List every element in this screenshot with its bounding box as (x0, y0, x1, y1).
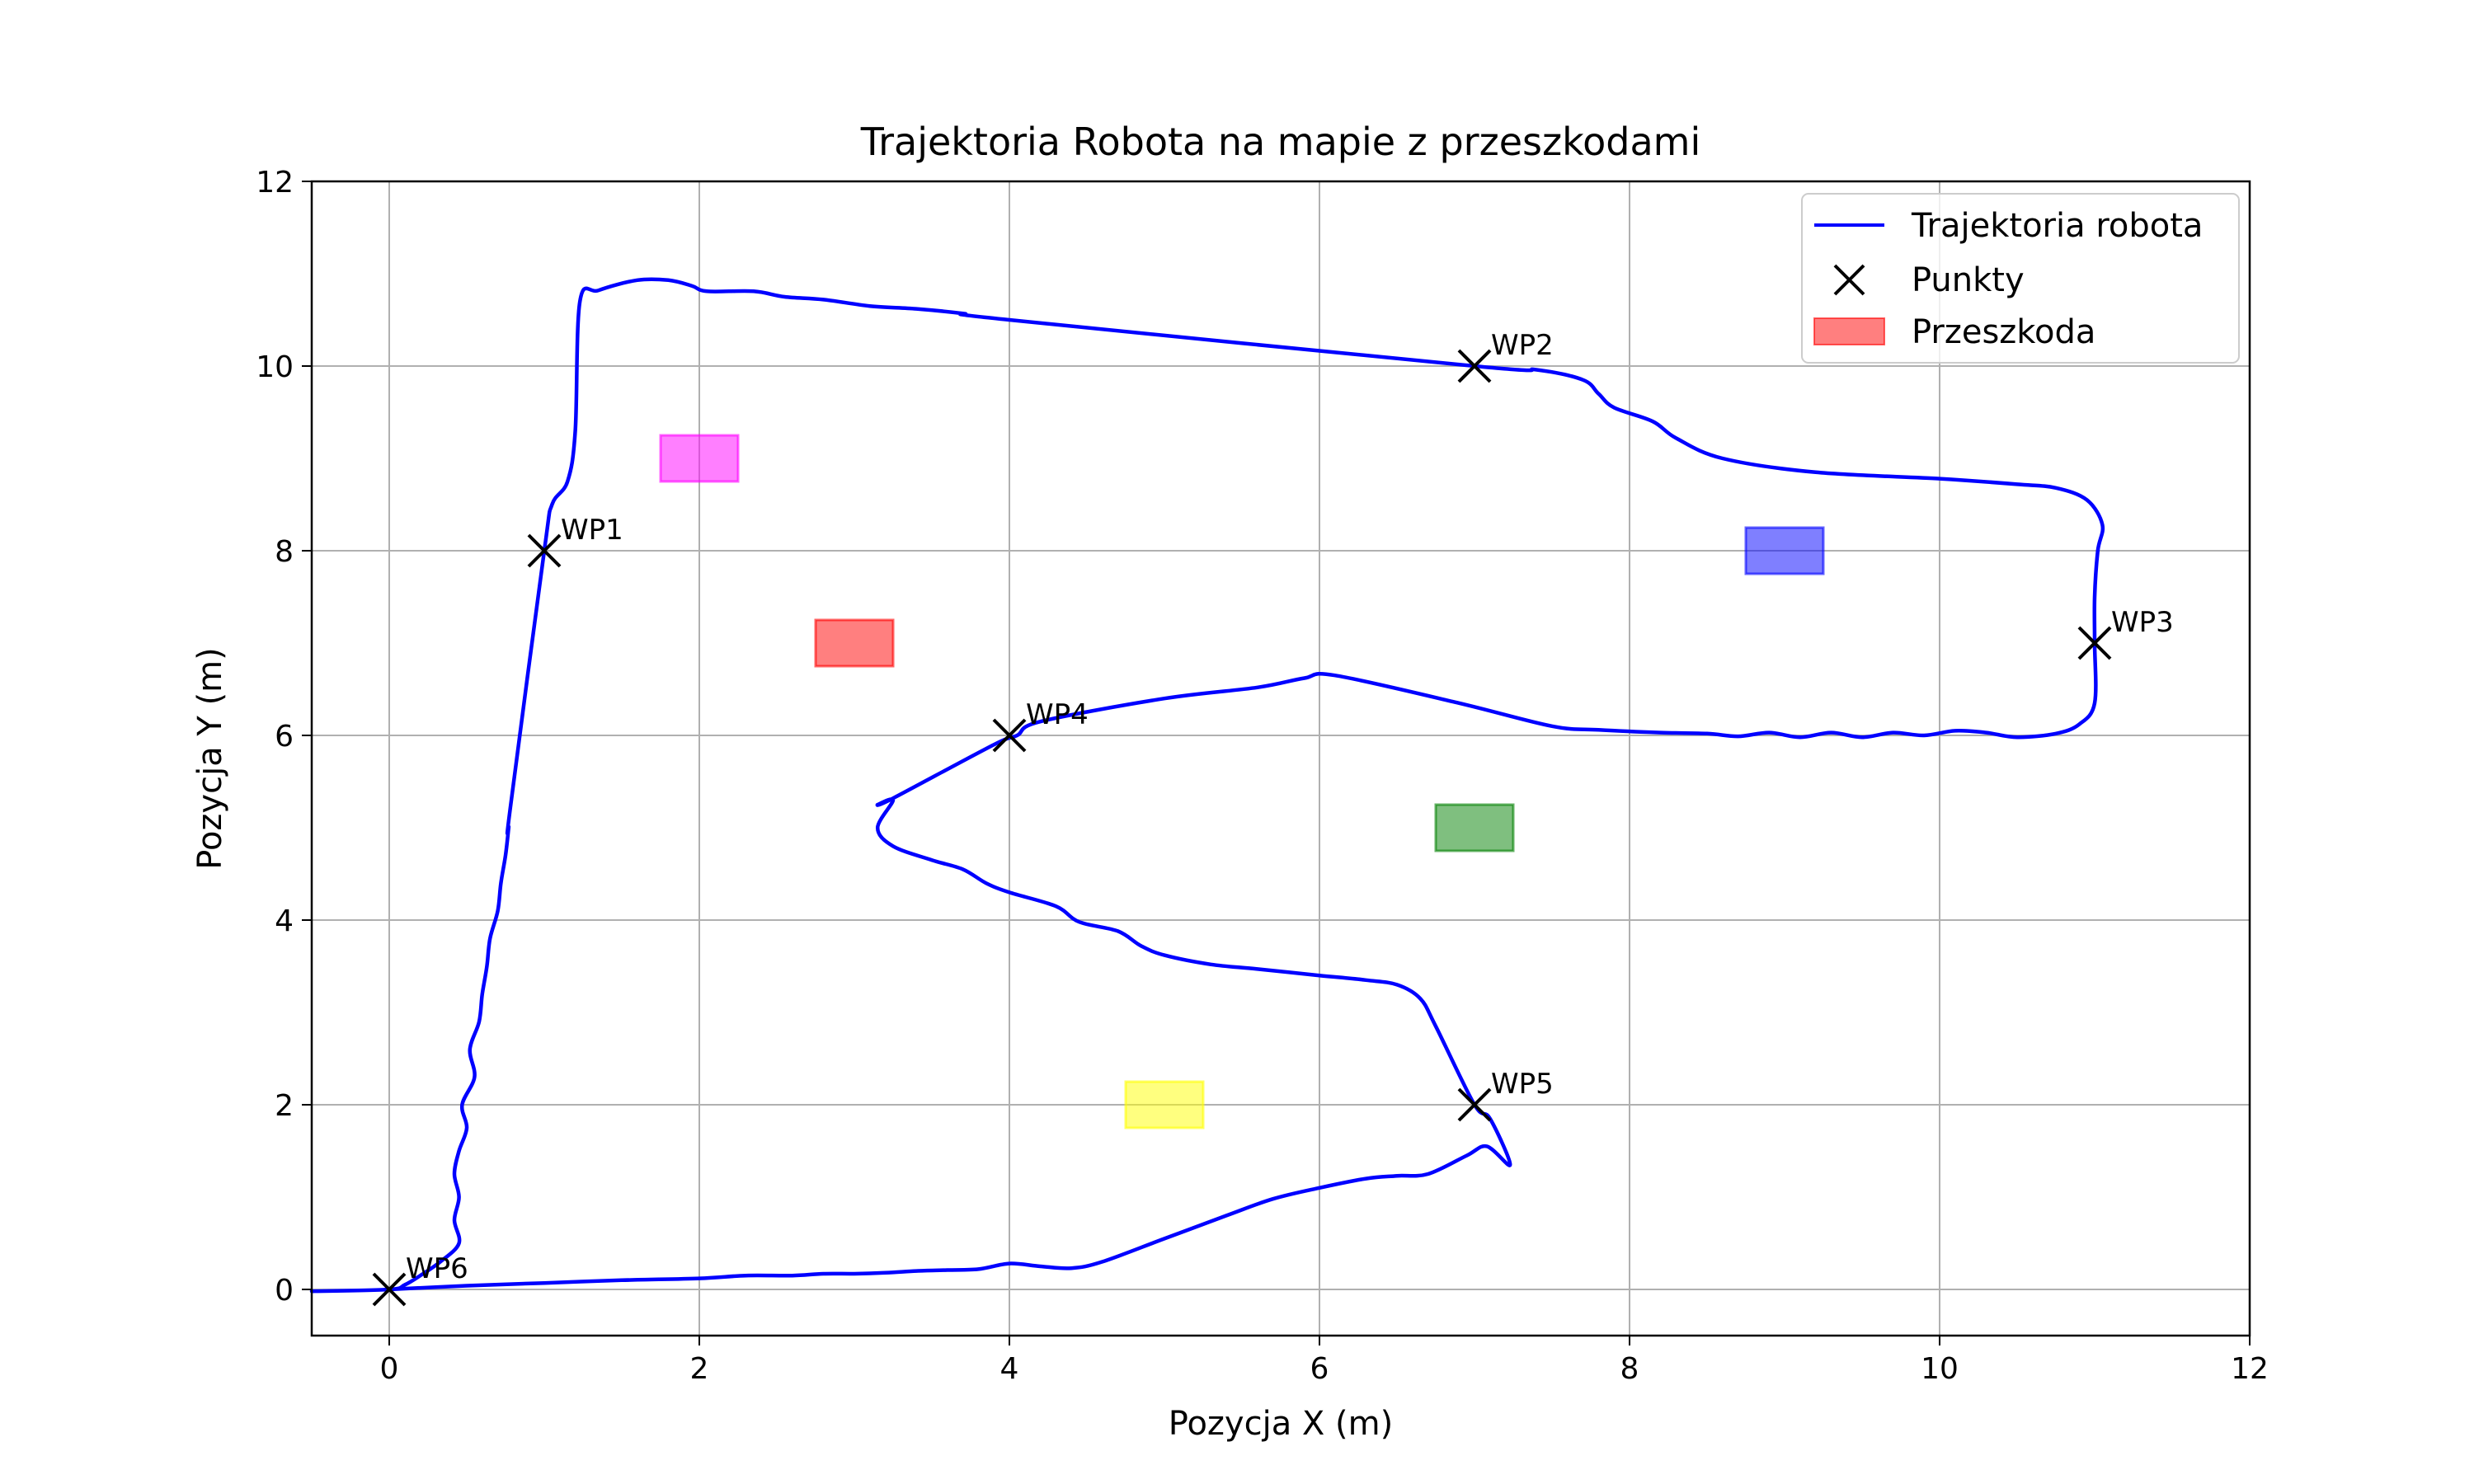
y-axis-label: Pozycja Y (m) (191, 647, 229, 870)
y-tick-label: 12 (256, 166, 294, 200)
y-tick-label: 4 (275, 904, 294, 938)
obstacle-rect (659, 434, 740, 483)
waypoint-marker (1457, 1087, 1492, 1122)
x-tick-label: 0 (380, 1352, 399, 1386)
waypoint-label: WP4 (1026, 698, 1089, 731)
waypoint-marker (1457, 349, 1492, 383)
x-tick-label: 6 (1310, 1352, 1329, 1386)
obstacle-rect (1124, 1080, 1205, 1129)
y-tick-label: 2 (275, 1089, 294, 1123)
plot-frame (310, 180, 2251, 1337)
x-tick-label: 12 (2231, 1352, 2269, 1386)
legend: Trajektoria robota Punkty Przeszkoda (1801, 193, 2240, 364)
obstacles (659, 434, 1825, 1129)
trajectory-line (309, 277, 2105, 1294)
trajectory-layer (309, 277, 2105, 1294)
chart-title: Trajektoria Robota na mapie z przeszkoda… (860, 120, 1701, 164)
y-tick-label: 10 (256, 350, 294, 384)
obstacle-rect (1744, 526, 1825, 575)
x-tick-label: 2 (690, 1352, 709, 1386)
obstacle-rect (814, 618, 895, 668)
x-tick-label: 8 (1620, 1352, 1639, 1386)
y-ticks: 0 2 4 6 8 10 12 (256, 166, 312, 1308)
x-tick-label: 10 (1921, 1352, 1959, 1386)
obstacle-rect (1434, 803, 1515, 852)
waypoint-label: WP1 (561, 514, 623, 547)
waypoint-label: WP2 (1491, 329, 1554, 362)
y-tick-label: 0 (275, 1274, 294, 1308)
waypoint-label: WP5 (1491, 1068, 1554, 1101)
legend-box (1801, 193, 2240, 364)
x-tick-label: 4 (1000, 1352, 1019, 1386)
legend-label-trajectory: Trajektoria robota (1911, 207, 2203, 245)
waypoint-marker (992, 718, 1027, 753)
x-ticks: 0 2 4 6 8 10 12 (380, 1336, 2269, 1386)
waypoint-label: WP3 (2111, 606, 2174, 639)
waypoint-marker (2077, 626, 2112, 660)
legend-label-points: Punkty (1912, 261, 2025, 299)
waypoint-label: WP6 (406, 1252, 468, 1285)
y-tick-label: 6 (275, 720, 294, 754)
y-tick-label: 8 (275, 535, 294, 569)
legend-label-obstacle: Przeszkoda (1912, 313, 2095, 351)
waypoint-marker (527, 533, 562, 568)
legend-patch-swatch (1813, 317, 1885, 345)
waypoint-marker (372, 1272, 407, 1307)
waypoints: WP1 WP2 WP3 WP4 WP5 WP6 (372, 329, 2174, 1307)
legend-marker-swatch (1833, 264, 1865, 296)
x-axis-label: Pozycja X (m) (1169, 1405, 1393, 1443)
